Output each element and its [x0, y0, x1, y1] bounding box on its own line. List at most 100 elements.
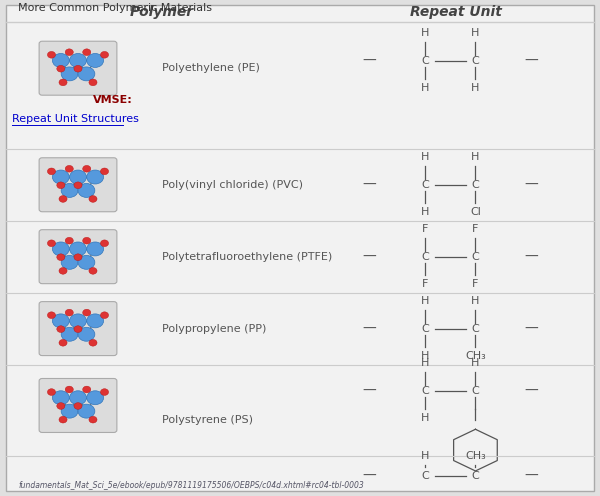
Circle shape	[89, 79, 97, 86]
Circle shape	[65, 49, 73, 56]
Circle shape	[47, 312, 56, 318]
Text: —: —	[524, 54, 538, 68]
Circle shape	[83, 237, 91, 244]
Circle shape	[89, 267, 97, 274]
Text: C: C	[421, 56, 429, 66]
Text: CH₃: CH₃	[465, 451, 486, 461]
Text: Polyethylene (PE): Polyethylene (PE)	[162, 63, 260, 73]
Circle shape	[70, 54, 86, 67]
Circle shape	[61, 67, 78, 81]
Text: H: H	[421, 351, 429, 361]
Circle shape	[70, 314, 86, 328]
Circle shape	[87, 391, 104, 405]
Text: H: H	[471, 152, 479, 163]
Text: C: C	[472, 323, 479, 334]
Circle shape	[74, 254, 82, 260]
Circle shape	[70, 391, 86, 405]
Text: C: C	[421, 251, 429, 262]
Text: —: —	[524, 383, 538, 398]
Circle shape	[83, 386, 91, 393]
Circle shape	[74, 182, 82, 188]
Text: Polypropylene (PP): Polypropylene (PP)	[162, 323, 266, 334]
Text: H: H	[421, 152, 429, 163]
Text: C: C	[421, 180, 429, 190]
Text: —: —	[524, 178, 538, 192]
Text: More Common Polymeric Materials: More Common Polymeric Materials	[18, 3, 212, 13]
Text: H: H	[421, 413, 429, 423]
Text: C: C	[472, 385, 479, 396]
Text: F: F	[472, 224, 479, 235]
Text: H: H	[471, 358, 479, 369]
Circle shape	[57, 403, 65, 409]
Text: C: C	[472, 180, 479, 190]
Circle shape	[87, 170, 104, 184]
Circle shape	[78, 327, 95, 341]
Circle shape	[89, 416, 97, 423]
Circle shape	[52, 170, 69, 184]
Text: H: H	[421, 451, 429, 461]
Circle shape	[47, 240, 56, 247]
Circle shape	[70, 242, 86, 256]
Circle shape	[59, 416, 67, 423]
Circle shape	[61, 327, 78, 341]
FancyBboxPatch shape	[39, 230, 117, 284]
Text: H: H	[421, 296, 429, 307]
Text: VMSE:: VMSE:	[93, 95, 133, 106]
Circle shape	[78, 255, 95, 269]
Text: Poly(vinyl chloride) (PVC): Poly(vinyl chloride) (PVC)	[162, 180, 303, 190]
Circle shape	[78, 184, 95, 197]
Circle shape	[47, 168, 56, 175]
FancyBboxPatch shape	[39, 158, 117, 212]
Text: —: —	[362, 54, 376, 68]
Circle shape	[59, 79, 67, 86]
Text: —: —	[362, 249, 376, 264]
Circle shape	[57, 182, 65, 188]
Text: F: F	[422, 224, 428, 235]
Circle shape	[65, 237, 73, 244]
Text: C: C	[472, 471, 479, 481]
Text: Polytetrafluoroethylene (PTFE): Polytetrafluoroethylene (PTFE)	[162, 251, 332, 262]
Circle shape	[74, 326, 82, 332]
Circle shape	[61, 255, 78, 269]
Circle shape	[57, 326, 65, 332]
Text: fundamentals_Mat_Sci_5e/ebook/epub/9781119175506/OEBPS/c04d.xhtml#rc04-tbl-0003: fundamentals_Mat_Sci_5e/ebook/epub/97811…	[18, 481, 364, 490]
Text: Cl: Cl	[470, 207, 481, 217]
Circle shape	[78, 404, 95, 418]
Circle shape	[100, 168, 109, 175]
Circle shape	[100, 52, 109, 58]
Circle shape	[100, 389, 109, 395]
Circle shape	[57, 254, 65, 260]
Circle shape	[47, 389, 56, 395]
Text: C: C	[472, 56, 479, 66]
Text: H: H	[421, 28, 429, 39]
Circle shape	[59, 267, 67, 274]
Circle shape	[57, 65, 65, 72]
Text: H: H	[471, 296, 479, 307]
Text: Repeat Unit Structures: Repeat Unit Structures	[12, 114, 139, 124]
Text: —: —	[362, 321, 376, 336]
Text: C: C	[421, 323, 429, 334]
Circle shape	[59, 339, 67, 346]
Text: —: —	[362, 469, 376, 483]
Text: C: C	[472, 251, 479, 262]
Circle shape	[59, 195, 67, 202]
Circle shape	[65, 166, 73, 172]
Circle shape	[87, 314, 104, 328]
Text: Polymer: Polymer	[130, 5, 194, 19]
Text: F: F	[422, 279, 428, 289]
Circle shape	[100, 240, 109, 247]
Text: —: —	[524, 249, 538, 264]
Circle shape	[61, 404, 78, 418]
Circle shape	[89, 195, 97, 202]
Text: —: —	[524, 469, 538, 483]
Circle shape	[52, 242, 69, 256]
Circle shape	[83, 49, 91, 56]
Circle shape	[87, 54, 104, 67]
Text: —: —	[362, 178, 376, 192]
Circle shape	[89, 339, 97, 346]
FancyBboxPatch shape	[39, 378, 117, 433]
Text: F: F	[472, 279, 479, 289]
Circle shape	[65, 310, 73, 316]
Text: —: —	[362, 383, 376, 398]
Circle shape	[83, 310, 91, 316]
